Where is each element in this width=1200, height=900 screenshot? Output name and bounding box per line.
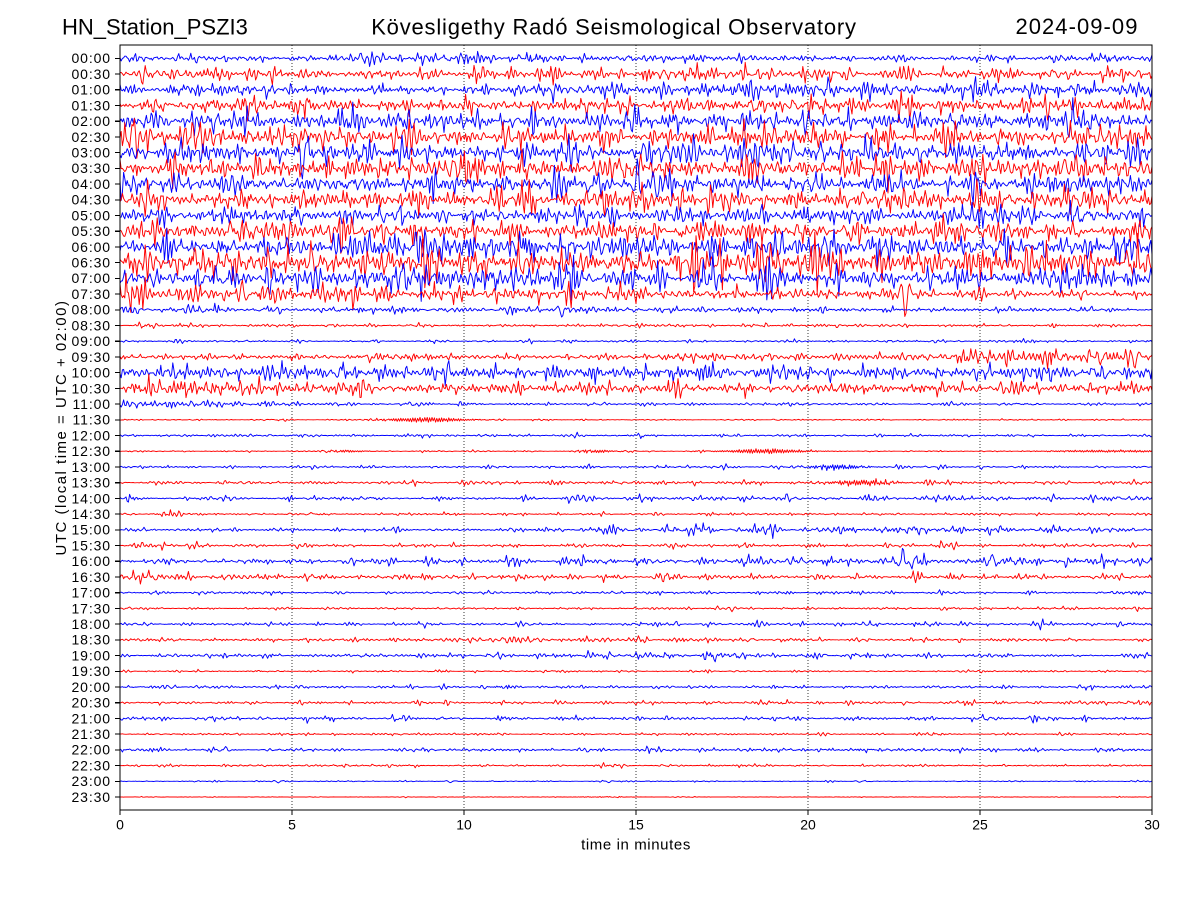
svg-text:15: 15 xyxy=(628,817,644,833)
svg-text:18:00: 18:00 xyxy=(71,616,111,632)
svg-text:UTC (local time = UTC + 02:00): UTC (local time = UTC + 02:00) xyxy=(53,300,70,556)
svg-text:17:30: 17:30 xyxy=(71,600,111,616)
svg-text:00:00: 00:00 xyxy=(71,50,111,66)
svg-text:16:30: 16:30 xyxy=(71,569,111,585)
svg-text:02:00: 02:00 xyxy=(71,113,111,129)
svg-text:18:30: 18:30 xyxy=(71,632,111,648)
svg-text:time in minutes: time in minutes xyxy=(581,837,691,854)
svg-text:13:30: 13:30 xyxy=(71,475,111,491)
svg-text:01:00: 01:00 xyxy=(71,82,111,98)
svg-text:HN_Station_PSZI3: HN_Station_PSZI3 xyxy=(62,14,248,39)
svg-text:19:00: 19:00 xyxy=(71,647,111,663)
svg-text:22:30: 22:30 xyxy=(71,758,111,774)
svg-text:06:00: 06:00 xyxy=(71,239,111,255)
svg-text:15:30: 15:30 xyxy=(71,537,111,553)
svg-text:25: 25 xyxy=(972,817,988,833)
svg-text:Kövesligethy Radó Seismologica: Kövesligethy Radó Seismological Observat… xyxy=(371,14,857,39)
svg-text:19:30: 19:30 xyxy=(71,663,111,679)
svg-text:08:30: 08:30 xyxy=(71,317,111,333)
svg-text:05:30: 05:30 xyxy=(71,223,111,239)
svg-text:05:00: 05:00 xyxy=(71,207,111,223)
svg-text:01:30: 01:30 xyxy=(71,97,111,113)
svg-text:10: 10 xyxy=(456,817,472,833)
svg-text:20: 20 xyxy=(800,817,816,833)
svg-text:20:30: 20:30 xyxy=(71,695,111,711)
svg-text:5: 5 xyxy=(288,817,296,833)
svg-text:2024-09-09: 2024-09-09 xyxy=(1015,14,1138,39)
svg-text:16:00: 16:00 xyxy=(71,553,111,569)
svg-text:11:30: 11:30 xyxy=(73,412,112,428)
svg-text:30: 30 xyxy=(1144,817,1160,833)
svg-text:04:00: 04:00 xyxy=(71,176,111,192)
svg-text:22:00: 22:00 xyxy=(71,742,111,758)
svg-text:23:00: 23:00 xyxy=(71,773,111,789)
svg-text:14:30: 14:30 xyxy=(71,506,111,522)
svg-text:12:00: 12:00 xyxy=(71,427,111,443)
svg-text:09:00: 09:00 xyxy=(71,333,111,349)
svg-text:11:00: 11:00 xyxy=(73,396,112,412)
svg-text:07:30: 07:30 xyxy=(71,286,111,302)
svg-text:0: 0 xyxy=(116,817,124,833)
svg-text:15:00: 15:00 xyxy=(71,522,111,538)
svg-text:06:30: 06:30 xyxy=(71,255,111,271)
svg-text:21:30: 21:30 xyxy=(71,726,111,742)
svg-text:21:00: 21:00 xyxy=(71,710,111,726)
svg-text:12:30: 12:30 xyxy=(71,443,111,459)
svg-text:09:30: 09:30 xyxy=(71,349,111,365)
svg-text:13:00: 13:00 xyxy=(71,459,111,475)
svg-text:03:00: 03:00 xyxy=(71,145,111,161)
svg-text:23:30: 23:30 xyxy=(71,789,111,805)
svg-text:02:30: 02:30 xyxy=(71,129,111,145)
svg-text:03:30: 03:30 xyxy=(71,160,111,176)
svg-text:17:00: 17:00 xyxy=(71,585,111,601)
svg-text:20:00: 20:00 xyxy=(71,679,111,695)
svg-text:10:30: 10:30 xyxy=(71,380,111,396)
svg-text:04:30: 04:30 xyxy=(71,192,111,208)
svg-text:00:30: 00:30 xyxy=(71,66,111,82)
svg-text:08:00: 08:00 xyxy=(71,302,111,318)
svg-text:07:00: 07:00 xyxy=(71,270,111,286)
svg-text:10:00: 10:00 xyxy=(71,365,111,381)
svg-text:14:00: 14:00 xyxy=(71,490,111,506)
